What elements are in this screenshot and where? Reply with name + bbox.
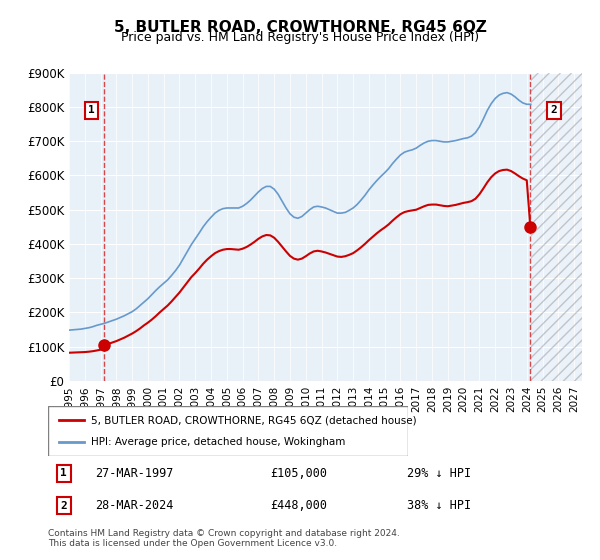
- Text: 29% ↓ HPI: 29% ↓ HPI: [407, 467, 471, 480]
- Text: 1: 1: [61, 468, 67, 478]
- Text: 5, BUTLER ROAD, CROWTHORNE, RG45 6QZ (detached house): 5, BUTLER ROAD, CROWTHORNE, RG45 6QZ (de…: [91, 415, 417, 425]
- Text: This data is licensed under the Open Government Licence v3.0.: This data is licensed under the Open Gov…: [48, 539, 337, 548]
- FancyBboxPatch shape: [48, 406, 408, 456]
- Text: HPI: Average price, detached house, Wokingham: HPI: Average price, detached house, Woki…: [91, 437, 346, 447]
- Text: Contains HM Land Registry data © Crown copyright and database right 2024.: Contains HM Land Registry data © Crown c…: [48, 529, 400, 538]
- Text: 38% ↓ HPI: 38% ↓ HPI: [407, 499, 471, 512]
- Text: £105,000: £105,000: [270, 467, 327, 480]
- Text: 28-MAR-2024: 28-MAR-2024: [95, 499, 174, 512]
- Bar: [530, 73, 582, 381]
- Text: Price paid vs. HM Land Registry's House Price Index (HPI): Price paid vs. HM Land Registry's House …: [121, 31, 479, 44]
- Text: £448,000: £448,000: [270, 499, 327, 512]
- Text: 5, BUTLER ROAD, CROWTHORNE, RG45 6QZ: 5, BUTLER ROAD, CROWTHORNE, RG45 6QZ: [113, 20, 487, 35]
- Text: 2: 2: [61, 501, 67, 511]
- Text: 2: 2: [551, 105, 557, 115]
- Bar: [530, 73, 582, 381]
- Text: 1: 1: [88, 105, 95, 115]
- Text: 27-MAR-1997: 27-MAR-1997: [95, 467, 174, 480]
